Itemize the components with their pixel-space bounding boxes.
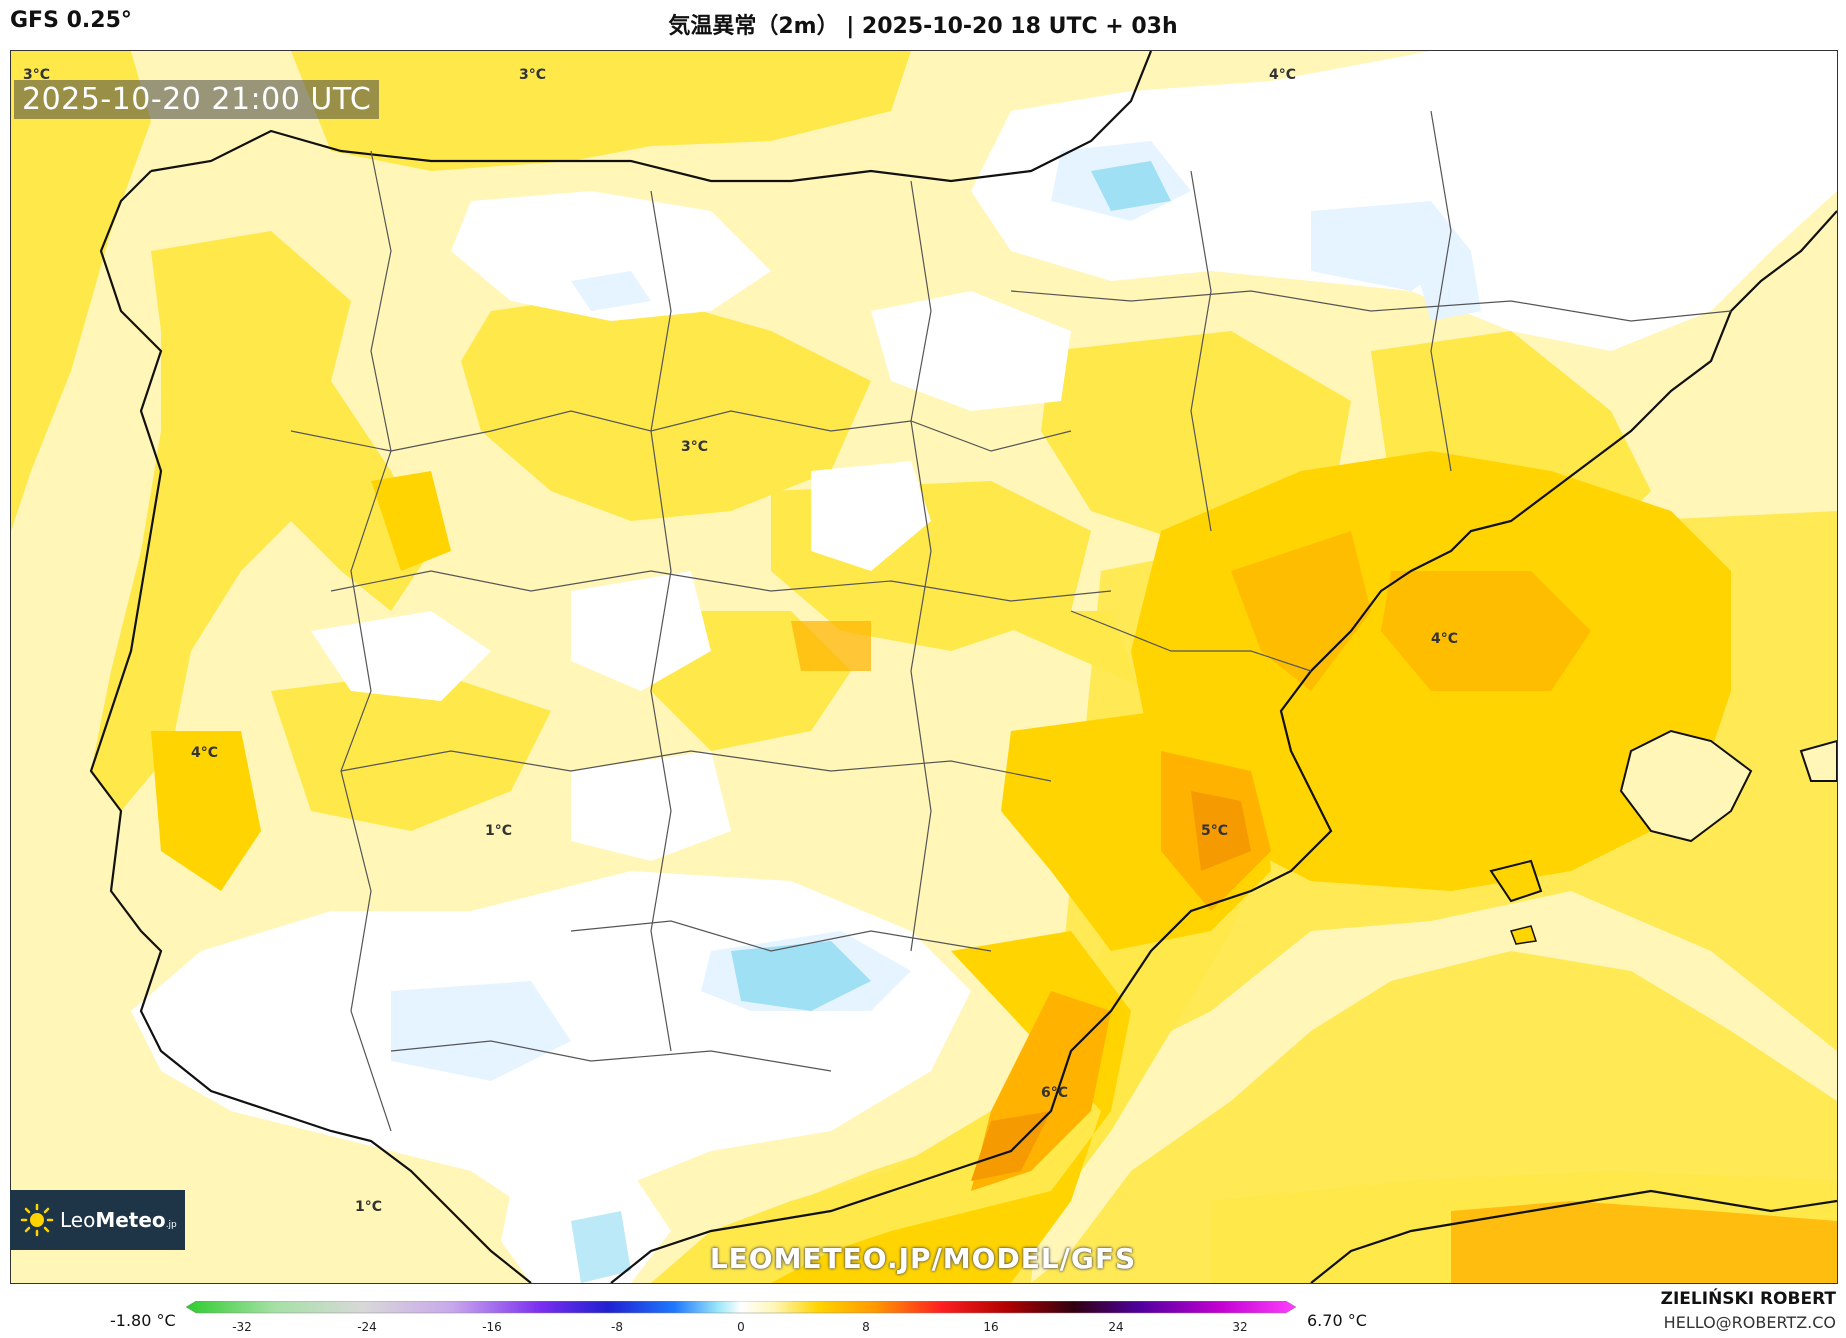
- model-name: GFS 0.25°: [10, 8, 132, 33]
- map-area: 3°C 3°C 4°C 3°C 4°C 4°C 1°C 5°C 6°C 1°C: [10, 50, 1838, 1284]
- contour-label: 3°C: [23, 67, 50, 83]
- contour-label: 4°C: [1431, 631, 1458, 647]
- watermark-url: LEOMETEO.JP/MODEL/GFS: [709, 1242, 1137, 1275]
- contour-label: 1°C: [485, 823, 512, 839]
- anomaly-map: 3°C 3°C 4°C 3°C 4°C 4°C 1°C 5°C 6°C 1°C: [11, 51, 1837, 1283]
- colorbar-tick: 8: [862, 1320, 870, 1334]
- author-email: HELLO@ROBERTZ.CO: [1663, 1313, 1836, 1332]
- legend-max-label: 6.70 °C: [1307, 1311, 1367, 1330]
- colorbar-tick: -8: [611, 1320, 623, 1334]
- leometeo-logo: LeoMeteo.jp: [10, 1190, 185, 1250]
- colorbar-tick: -24: [357, 1320, 377, 1334]
- colorbar-tick: 24: [1108, 1320, 1123, 1334]
- sun-icon: [20, 1203, 54, 1237]
- contour-label: 3°C: [681, 439, 708, 455]
- contour-label: 4°C: [191, 745, 218, 761]
- colorbar-tick: 16: [983, 1320, 998, 1334]
- contour-label: 4°C: [1269, 67, 1296, 83]
- colorbar: -32 -24 -16 -8 0 8 16 24 32: [186, 1301, 1296, 1334]
- colorbar-tick: 0: [737, 1320, 745, 1334]
- colorbar-tick: -16: [482, 1320, 502, 1334]
- contour-label: 6°C: [1041, 1085, 1068, 1101]
- logo-text: LeoMeteo.jp: [60, 1208, 177, 1232]
- valid-time-badge: 2025-10-20 21:00 UTC: [14, 80, 380, 119]
- legend-min-label: -1.80 °C: [110, 1311, 176, 1330]
- contour-label: 5°C: [1201, 823, 1228, 839]
- contour-label: 1°C: [355, 1199, 382, 1215]
- colorbar-tick: -32: [232, 1320, 252, 1334]
- map-title: 気温異常（2m） | 2025-10-20 18 UTC + 03h: [668, 14, 1178, 39]
- contour-label: 3°C: [519, 67, 546, 83]
- author-name: ZIELIŃSKI ROBERT: [1660, 1289, 1836, 1309]
- colorbar-tick: 32: [1232, 1320, 1247, 1334]
